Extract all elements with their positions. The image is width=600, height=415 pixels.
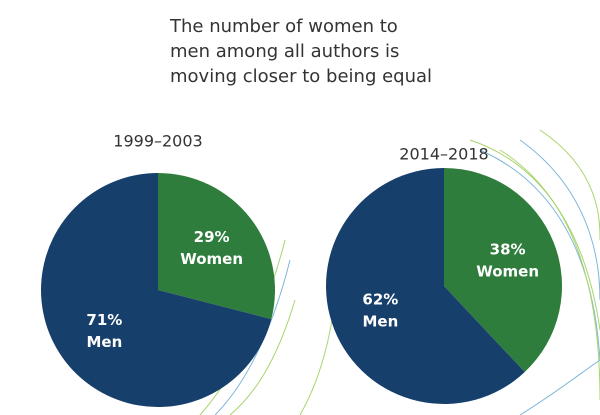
category-label: Men [86, 333, 122, 351]
pie-slice [326, 168, 525, 404]
value-label: 71% [86, 311, 122, 329]
pie-slice [444, 168, 563, 373]
value-label: 38% [490, 240, 526, 258]
chart-subtitle: 2014–2018 [399, 145, 488, 164]
category-label: Women [180, 250, 243, 268]
title: The number of women to men among all aut… [170, 16, 433, 87]
pie-slice [40, 173, 272, 408]
category-label: Women [476, 262, 539, 280]
pie-slice [158, 173, 275, 320]
value-label: 29% [194, 228, 230, 246]
category-label: Men [362, 313, 398, 331]
value-label: 62% [362, 291, 398, 309]
chart-subtitle: 1999–2003 [113, 132, 202, 151]
